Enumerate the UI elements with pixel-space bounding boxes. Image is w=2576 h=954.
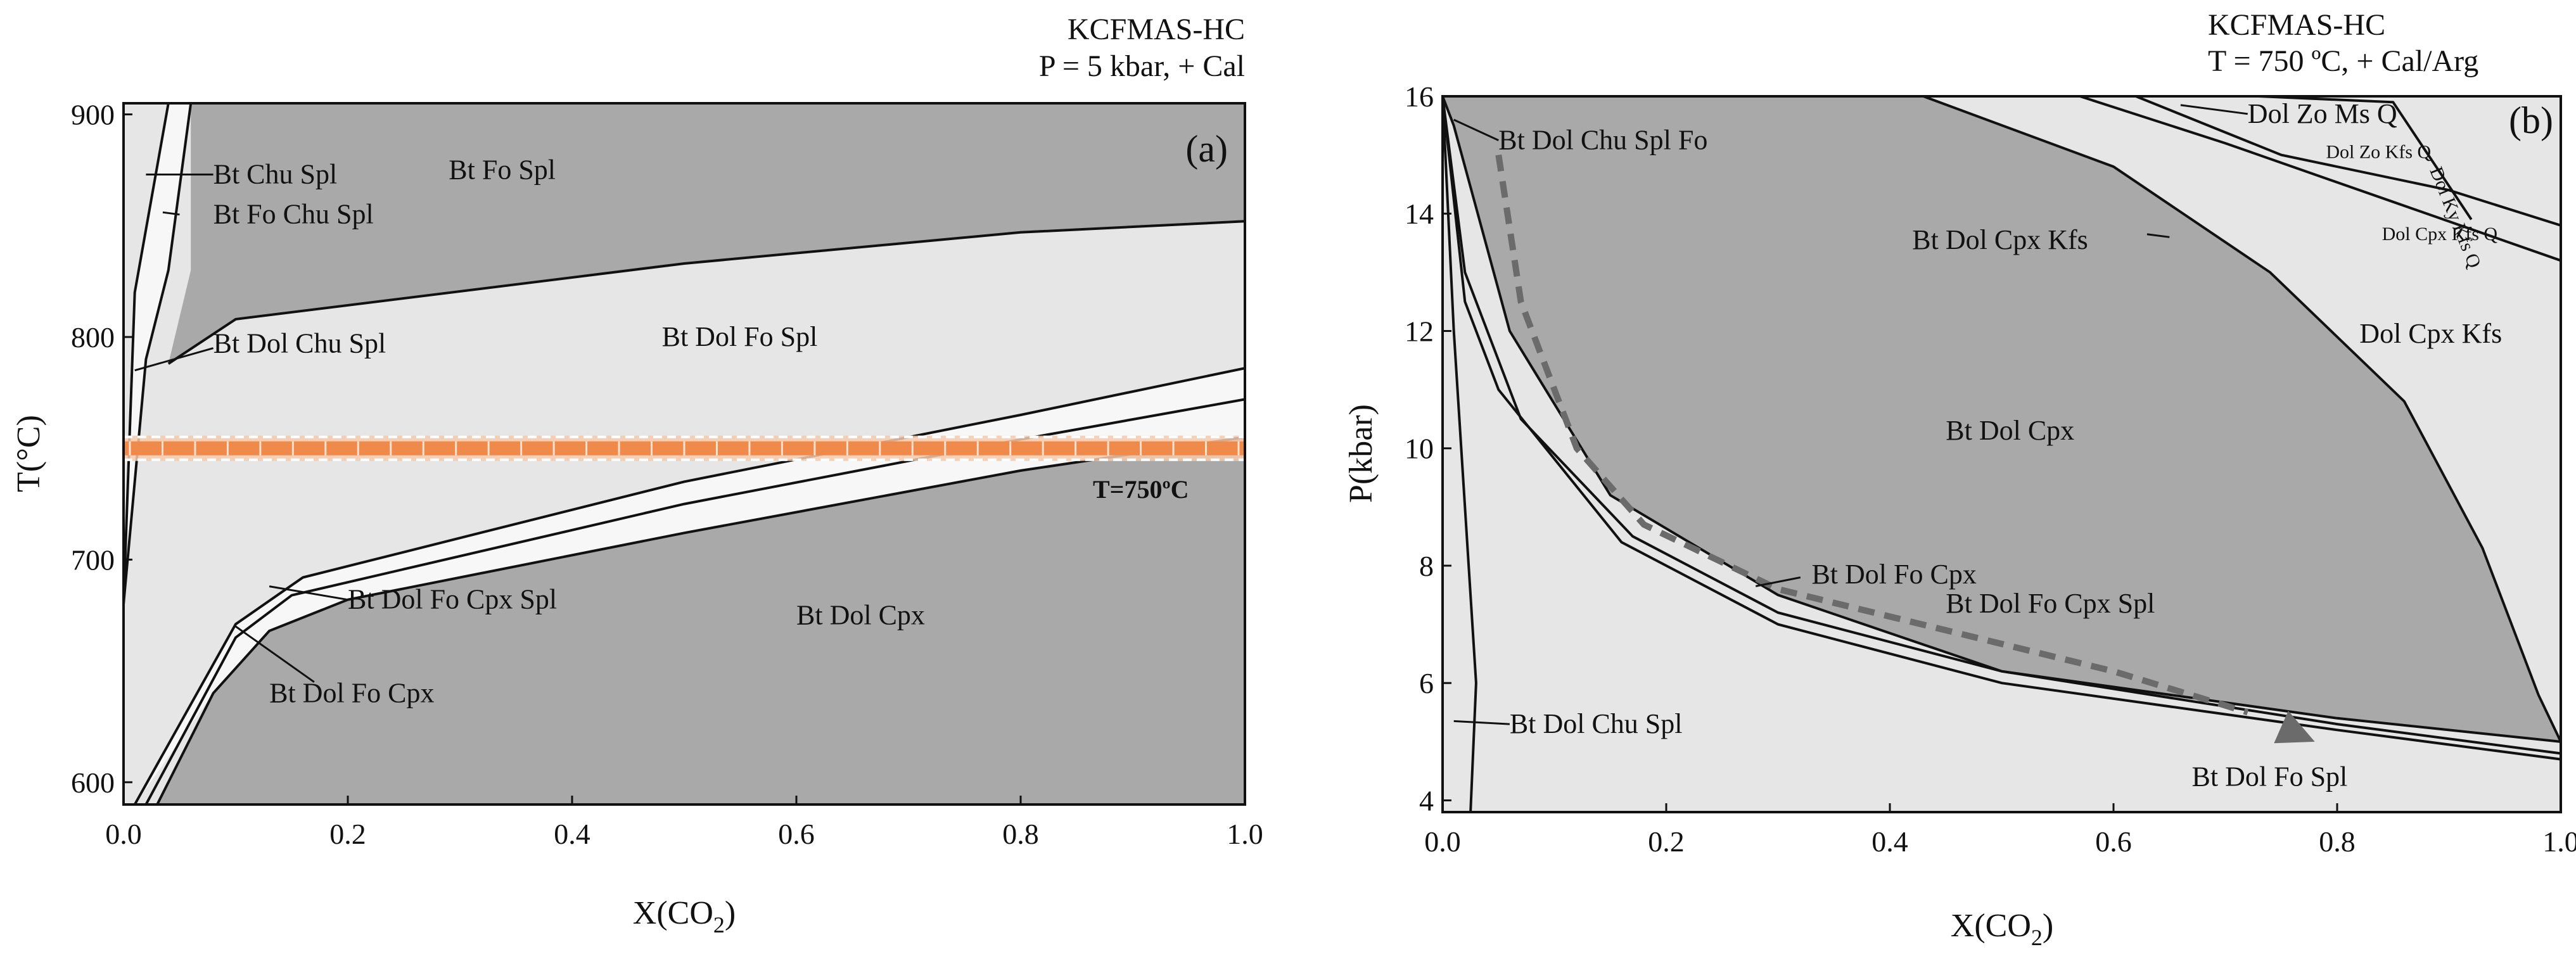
chart1-ytick-label: 4	[1419, 784, 1434, 817]
chart0-leader-1	[162, 211, 180, 216]
panel-b-field-labels: Bt Dol Chu Spl Fo Dol Zo Ms Q Dol Zo Kfs Q…	[1498, 98, 2502, 792]
chart0-field-label: Bt Fo Chu Spl	[214, 199, 374, 230]
panel-a: 0.0 0.2 0.4 0.6 0.8 1.0 600 700 800 900 Bt Chu Sp…	[11, 13, 1263, 938]
panel-b-title-line2: T = 750 ºC, + Cal/Arg	[2208, 44, 2478, 78]
panel-b-title-line1: KCFMAS-HC	[2208, 8, 2385, 42]
chart1-ytick-label: 6	[1419, 667, 1434, 699]
chart0-field-label: Bt Chu Spl	[214, 158, 338, 189]
chart1-ytick-label: 12	[1405, 315, 1434, 347]
chart0-boundary-2	[124, 103, 170, 604]
path-arrowhead	[2274, 710, 2315, 744]
chart0-xtick-label: 0.0	[105, 818, 142, 850]
chart1-boundary-6	[2079, 96, 2561, 262]
panel-b-x-axis-title: X(CO2)	[1951, 908, 2053, 950]
chart0-boundary-3	[167, 220, 1245, 365]
chart1-boundary-2	[1443, 96, 2561, 755]
panel-a-axis-ticks: 0.0 0.2 0.4 0.6 0.8 1.0 600 700 800 900	[71, 99, 1263, 850]
chart1-field-label: Bt Dol Cpx	[1946, 415, 2074, 446]
chart1-xtick-label: 0.4	[1871, 825, 1908, 858]
chart1-boundary-3	[1443, 96, 2561, 743]
chart1-boundary-8	[2259, 96, 2473, 220]
chart1-xtick-label: 1.0	[2542, 825, 2576, 858]
panel-a-field-labels: Bt Chu Spl Bt Fo Chu Spl Bt Fo Spl Bt Dol C…	[214, 154, 925, 708]
panel-b-fields	[1443, 96, 2561, 812]
chart0-xtick-label: 1.0	[1227, 818, 1263, 850]
panel-a-letter: (a)	[1185, 128, 1228, 170]
chart1-boundary-4	[1443, 96, 2561, 761]
chart1-xtick-label: 0.0	[1424, 825, 1461, 858]
chart1-field-label: Dol Zo Kfs Q	[2326, 141, 2431, 162]
panel-b-boundaries	[1443, 96, 2561, 812]
chart0-field-label: Bt Dol Cpx	[796, 599, 925, 630]
panel-b-y-axis-title: P(kbar)	[1343, 404, 1379, 503]
chart1-xtick-label: 0.6	[2095, 825, 2132, 858]
chart0-ytick-label: 900	[71, 99, 115, 131]
chart1-field-label: Bt Dol Fo Spl	[2192, 761, 2348, 792]
chart1-leader-2	[2146, 233, 2170, 238]
chart0-field-label: Bt Dol Fo Cpx Spl	[348, 584, 557, 615]
path-dashed-line	[1495, 154, 2249, 716]
chart1-field-label: Dol Zo Ms Q	[2248, 98, 2397, 129]
chart0-ytick-label: 600	[71, 766, 115, 799]
chart0-field-label: Bt Fo Spl	[449, 154, 556, 185]
chart1-field-kfs_light	[2080, 96, 2561, 261]
chart0-field-label: Bt Dol Fo Spl	[662, 321, 818, 352]
chart1-boundary-1	[1443, 96, 1477, 812]
panel-b-plot-frame	[1441, 95, 2562, 813]
chart1-boundary-7	[2135, 96, 2561, 227]
chart0-boundary-5	[144, 398, 1245, 805]
chart1-ytick-label: 14	[1405, 198, 1434, 230]
chart1-field-label: Bt Dol Chu Spl Fo	[1498, 124, 1707, 155]
chart1-xtick-label: 0.8	[2319, 825, 2356, 858]
chart0-xtick-label: 0.6	[778, 818, 815, 850]
chart1-ytick-label: 10	[1405, 433, 1434, 465]
panel-b-axis-ticks: 0.0 0.2 0.4 0.6 0.8 1.0 4 6 8 10 12 14 16	[1405, 80, 2576, 858]
chart1-leader-3	[1755, 576, 1801, 587]
chart0-xtick-label: 0.4	[554, 818, 590, 850]
chart1-ytick-label: 8	[1419, 550, 1434, 582]
chart0-leader-2	[134, 347, 214, 372]
chart0-field-band	[134, 368, 1245, 805]
chart1-field-dol_cpx_dark	[1443, 96, 2561, 742]
chart1-boundary-5	[1923, 96, 2561, 742]
panel-a-x-axis-title: X(CO2)	[633, 895, 736, 938]
chart1-xtick-label: 0.2	[1648, 825, 1685, 858]
chart1-field-label: Bt Dol Fo Cpx	[1811, 559, 1976, 590]
chart0-xtick-label: 0.2	[329, 818, 366, 850]
chart0-boundary-4	[133, 367, 1245, 805]
chart1-field-label: Dol Cpx Kfs	[2359, 318, 2502, 349]
isotherm-label: T=750ºC	[1093, 475, 1189, 504]
chart1-field-label: Bt Dol Cpx Kfs	[1912, 224, 2088, 255]
panel-a-title-line2: P = 5 kbar, + Cal	[1039, 49, 1245, 83]
panel-a-plot-frame	[122, 102, 1246, 806]
chart1-leader-0	[1453, 118, 1499, 141]
chart1-leader-1	[2180, 104, 2248, 115]
chart0-xtick-label: 0.8	[1002, 818, 1039, 850]
panel-a-title-line1: KCFMAS-HC	[1068, 13, 1245, 46]
chart0-field-bottom_dark	[157, 437, 1245, 805]
panel-b-leaders	[1453, 104, 2248, 725]
panel-b-letter: (b)	[2509, 99, 2553, 141]
chart1-field-label: Bt Dol Fo Cpx Spl	[1946, 588, 2155, 619]
chart0-field-label: Bt Dol Chu Spl	[214, 328, 386, 359]
isotherm-750	[124, 435, 1245, 461]
chart0-boundary-1	[124, 103, 193, 604]
chart0-leader-4	[235, 625, 315, 683]
panel-b: 0.0 0.2 0.4 0.6 0.8 1.0 4 6 8 10 12 14 16 Bt Dol Chu…	[1343, 8, 2576, 950]
metamorphic-path	[1495, 154, 2315, 744]
chart1-field-label: Bt Dol Chu Spl	[1510, 708, 1683, 739]
chart1-field-label: Dol Cpx Kfs Q	[2382, 224, 2498, 245]
chart1-ytick-label: 16	[1405, 80, 1434, 113]
chart1-leader-4	[1453, 720, 1510, 725]
chart0-ytick-label: 700	[71, 544, 115, 576]
chart0-ytick-label: 800	[71, 321, 115, 353]
chart0-field-top_dark	[168, 103, 1245, 364]
chart0-field-label: Bt Dol Fo Cpx	[269, 677, 434, 708]
chart0-leader-3	[269, 585, 348, 601]
panel-a-y-axis-title: T(°C)	[11, 415, 47, 492]
panel-a-leaders	[134, 174, 348, 683]
